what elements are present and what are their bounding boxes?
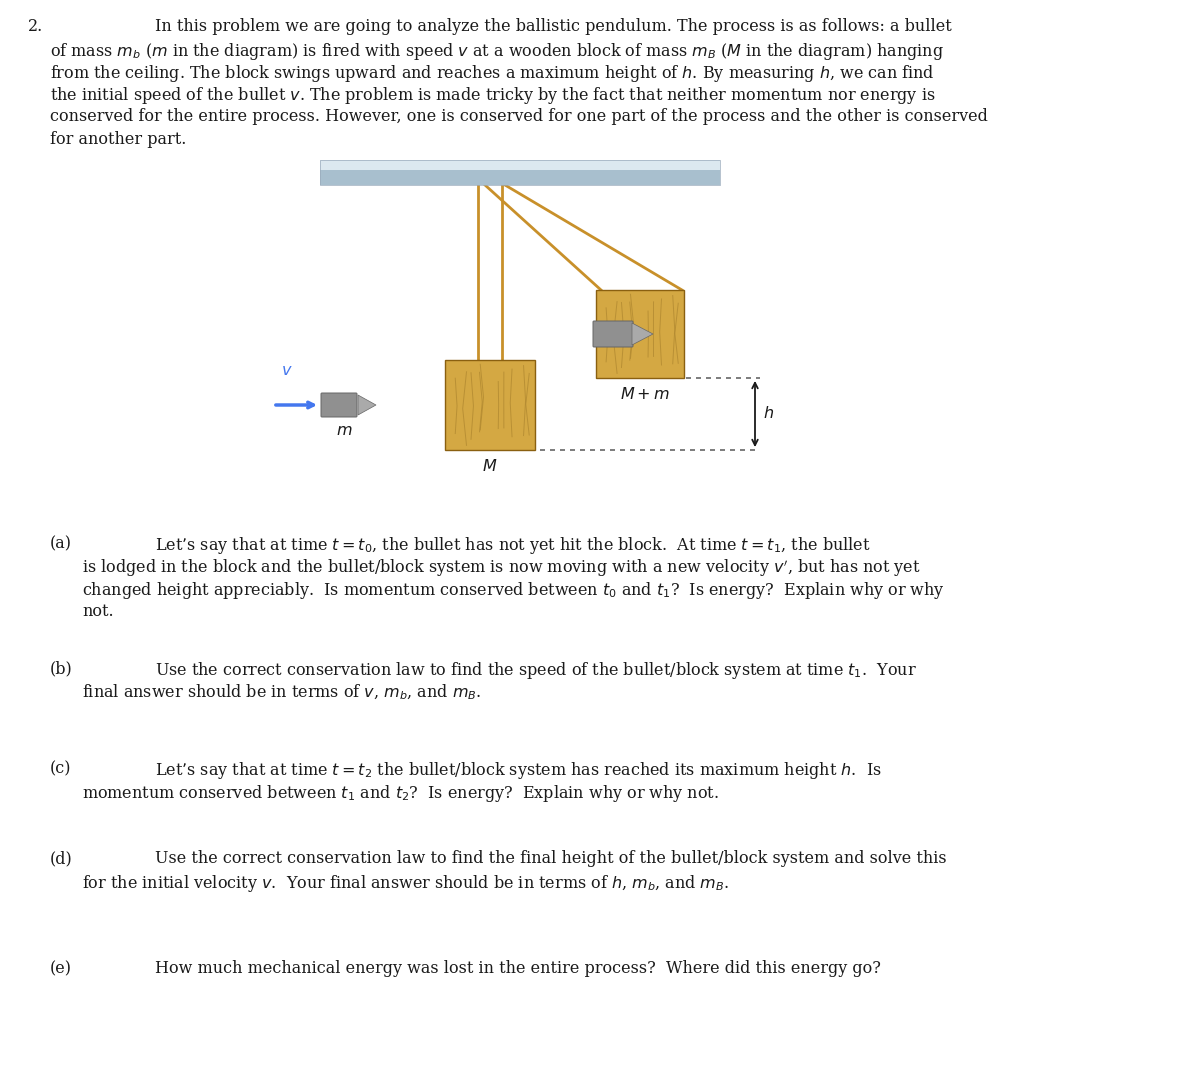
Polygon shape bbox=[358, 395, 376, 415]
Text: from the ceiling. The block swings upward and reaches a maximum height of $h$. B: from the ceiling. The block swings upwar… bbox=[50, 63, 935, 84]
Text: $m$: $m$ bbox=[336, 422, 353, 439]
Text: In this problem we are going to analyze the ballistic pendulum. The process is a: In this problem we are going to analyze … bbox=[155, 18, 952, 35]
Text: (e): (e) bbox=[50, 960, 72, 977]
Bar bbox=[596, 290, 684, 378]
Bar bbox=[320, 170, 720, 185]
Text: (c): (c) bbox=[50, 760, 72, 777]
Text: (a): (a) bbox=[50, 535, 72, 552]
Text: momentum conserved between $t_1$ and $t_2$?  Is energy?  Explain why or why not.: momentum conserved between $t_1$ and $t_… bbox=[82, 783, 719, 804]
Text: conserved for the entire process. However, one is conserved for one part of the : conserved for the entire process. Howeve… bbox=[50, 108, 988, 125]
Text: changed height appreciably.  Is momentum conserved between $t_0$ and $t_1$?  Is : changed height appreciably. Is momentum … bbox=[82, 580, 944, 601]
Text: for the initial velocity $v$.  Your final answer should be in terms of $h$, $m_b: for the initial velocity $v$. Your final… bbox=[82, 873, 730, 893]
Polygon shape bbox=[632, 323, 653, 345]
Text: $v$: $v$ bbox=[281, 362, 293, 379]
Text: (b): (b) bbox=[50, 660, 73, 677]
Text: Let’s say that at time $t = t_0$, the bullet has not yet hit the block.  At time: Let’s say that at time $t = t_0$, the bu… bbox=[155, 535, 871, 556]
Text: $M+m$: $M+m$ bbox=[620, 386, 670, 403]
Text: (d): (d) bbox=[50, 850, 73, 867]
Text: is lodged in the block and the bullet/block system is now moving with a new velo: is lodged in the block and the bullet/bl… bbox=[82, 558, 920, 578]
Text: not.: not. bbox=[82, 602, 114, 619]
Text: How much mechanical energy was lost in the entire process?  Where did this energ: How much mechanical energy was lost in t… bbox=[155, 960, 881, 977]
Text: $M$: $M$ bbox=[482, 458, 498, 475]
Bar bbox=[320, 160, 720, 185]
Text: for another part.: for another part. bbox=[50, 130, 186, 147]
FancyBboxPatch shape bbox=[593, 321, 634, 347]
Text: of mass $m_b$ ($m$ in the diagram) is fired with speed $v$ at a wooden block of : of mass $m_b$ ($m$ in the diagram) is fi… bbox=[50, 40, 944, 62]
Text: $h$: $h$ bbox=[763, 405, 774, 422]
Text: Use the correct conservation law to find the final height of the bullet/block sy: Use the correct conservation law to find… bbox=[155, 850, 947, 867]
Text: final answer should be in terms of $v$, $m_b$, and $m_B$.: final answer should be in terms of $v$, … bbox=[82, 682, 481, 702]
Text: the initial speed of the bullet $v$. The problem is made tricky by the fact that: the initial speed of the bullet $v$. The… bbox=[50, 86, 936, 106]
Bar bbox=[320, 160, 720, 170]
Text: 2.: 2. bbox=[28, 18, 43, 35]
FancyBboxPatch shape bbox=[322, 393, 358, 417]
Bar bbox=[445, 360, 535, 451]
Text: Use the correct conservation law to find the speed of the bullet/block system at: Use the correct conservation law to find… bbox=[155, 660, 917, 681]
Text: Let’s say that at time $t = t_2$ the bullet/block system has reached its maximum: Let’s say that at time $t = t_2$ the bul… bbox=[155, 760, 882, 781]
